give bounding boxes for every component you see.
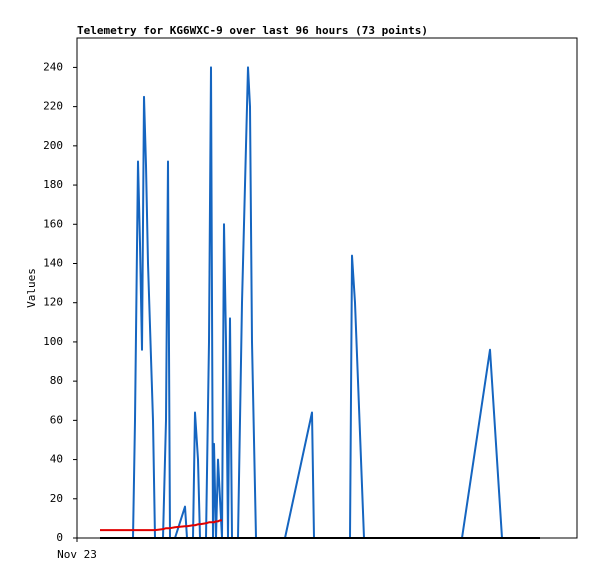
y-tick-label: 40 [50, 453, 63, 466]
y-tick-label: 20 [50, 492, 63, 505]
y-tick-label: 100 [43, 335, 63, 348]
y-tick-label: 140 [43, 256, 63, 269]
plot-frame [76, 37, 578, 539]
y-tick-label: 200 [43, 139, 63, 152]
chart-title: Telemetry for KG6WXC-9 over last 96 hour… [77, 24, 428, 37]
y-tick-label: 240 [43, 60, 63, 73]
y-tick-label: 220 [43, 100, 63, 113]
y-tick-label: 120 [43, 296, 63, 309]
y-tick-label: 80 [50, 374, 63, 387]
y-tick-label: 160 [43, 217, 63, 230]
y-tick-label: 0 [56, 531, 63, 544]
y-tick-label: 60 [50, 413, 63, 426]
series-line [100, 66, 540, 539]
y-tick-label: 180 [43, 178, 63, 191]
series-line [100, 519, 222, 532]
y-axis-label: Values [25, 268, 38, 308]
x-tick-label: Nov 23 [57, 548, 97, 561]
